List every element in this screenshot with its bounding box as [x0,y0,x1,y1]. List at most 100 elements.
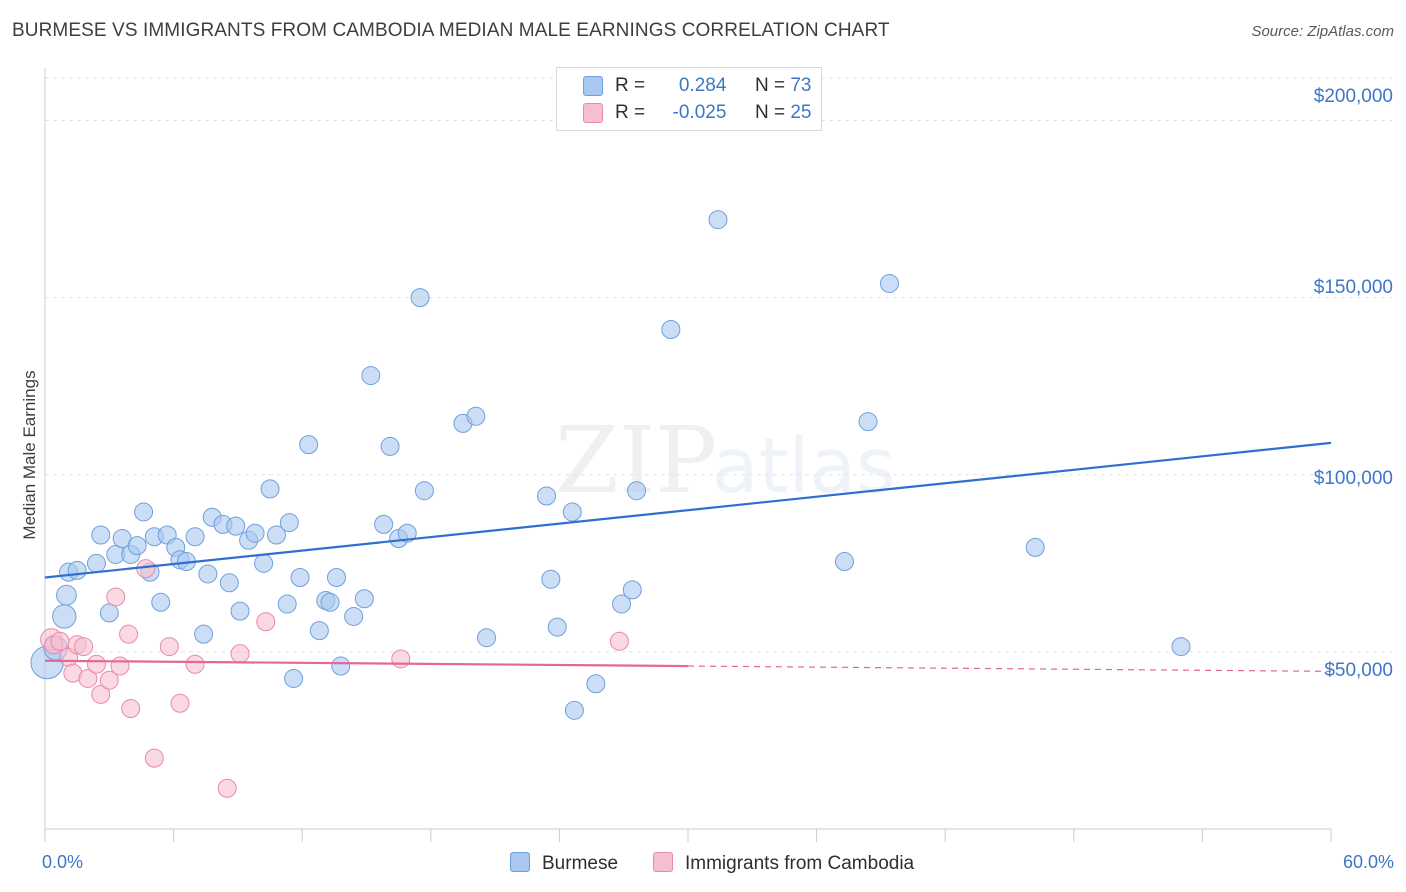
point-burmese [320,592,340,612]
stats-box: R = 0.284 N = 73 R = -0.025 N = 25 [556,67,822,131]
point-burmese [622,580,642,600]
point-cambodia [230,644,250,664]
point-burmese [562,502,582,522]
stats-swatch-cambodia [583,103,603,123]
point-burmese [661,320,681,340]
y-tick-label-150000: $150,000 [1313,277,1393,298]
point-burmese [410,288,430,308]
point-burmese [1171,637,1191,657]
point-burmese [397,523,417,543]
point-burmese [52,604,77,629]
y-axis-label: Median Male Earnings [20,370,39,540]
point-cambodia [86,654,106,674]
point-burmese [586,674,606,694]
point-burmese [627,481,647,501]
legend-label-cambodia: Immigrants from Cambodia [685,853,915,874]
point-cambodia [121,699,141,719]
watermark-atlas: atlas [712,421,896,510]
point-cambodia [609,631,629,651]
point-burmese [245,523,265,543]
point-cambodia [106,587,126,607]
point-burmese [86,553,106,573]
stats-r-label: R = [615,75,646,96]
y-tick-label-50000: $50,000 [1324,660,1393,681]
point-cambodia [119,624,139,644]
stats-r-value: -0.025 [672,102,727,123]
point-burmese [198,564,218,584]
point-burmese [151,592,171,612]
point-cambodia [170,693,190,713]
y-tick-label-100000: $100,000 [1313,468,1393,489]
point-burmese [834,552,854,572]
point-burmese [1025,537,1045,557]
legend-label-burmese: Burmese [542,853,619,874]
point-cambodia [217,778,237,798]
legend-item-cambodia[interactable]: Immigrants from Cambodia [653,852,914,875]
point-burmese [277,594,297,614]
stats-n-label: N = [754,102,786,123]
point-burmese [290,567,310,587]
point-cambodia [91,684,111,704]
point-burmese [708,210,728,230]
point-burmese [858,412,878,432]
point-burmese [374,514,394,534]
point-burmese [547,617,567,637]
point-burmese [91,525,111,545]
point-burmese [414,481,434,501]
point-cambodia [110,656,130,676]
x-tick-label-max: 60.0% [1342,852,1394,872]
legend-item-burmese[interactable]: Burmese [510,852,618,875]
point-burmese [331,656,351,676]
point-cambodia [99,670,119,690]
stats-n-label: N = [754,75,786,96]
point-burmese [56,584,77,606]
legend-swatch-cambodia [653,852,673,872]
point-burmese [254,553,274,573]
point-cambodia [391,649,411,669]
stats-r-label: R = [615,102,646,123]
point-cambodia [185,654,205,674]
point-cambodia [144,748,164,768]
point-burmese [879,273,899,293]
trend-extension-cambodia [687,665,1332,672]
y-tick-label-200000: $200,000 [1313,86,1393,107]
point-burmese [219,573,239,593]
x-tick-label-min: 0.0% [42,852,84,872]
point-burmese [537,486,557,506]
point-burmese [185,527,205,547]
point-burmese [284,668,304,688]
legend-swatch-burmese [510,852,530,872]
point-burmese [134,502,154,522]
source-note: Source: ZipAtlas.com [1251,23,1394,40]
chart-title: BURMESE VS IMMIGRANTS FROM CAMBODIA MEDI… [12,20,890,41]
point-burmese [612,594,632,614]
trend-line-burmese [44,441,1332,579]
trend-line-cambodia [44,659,689,668]
point-burmese [466,406,486,426]
point-cambodia [50,631,70,651]
point-burmese [67,560,87,580]
point-burmese [226,516,246,536]
point-burmese [354,589,374,609]
stats-n-value: 25 [790,102,812,123]
point-burmese [299,435,319,455]
gridlines [45,77,1392,653]
stats-n-value: 73 [790,75,812,96]
watermark: ZIP atlas [555,407,896,514]
point-burmese [279,513,299,533]
point-cambodia [159,637,179,657]
point-burmese [344,606,364,626]
point-burmese [541,569,561,589]
point-burmese [230,601,250,621]
point-burmese [260,479,280,499]
point-burmese [380,436,400,456]
point-cambodia [256,612,276,632]
point-burmese [326,567,346,587]
trend-lines [44,441,1332,672]
axes [44,68,1332,842]
point-burmese [309,621,329,641]
point-burmese [99,603,119,623]
point-burmese [477,628,497,648]
stats-swatch-burmese [583,76,603,96]
